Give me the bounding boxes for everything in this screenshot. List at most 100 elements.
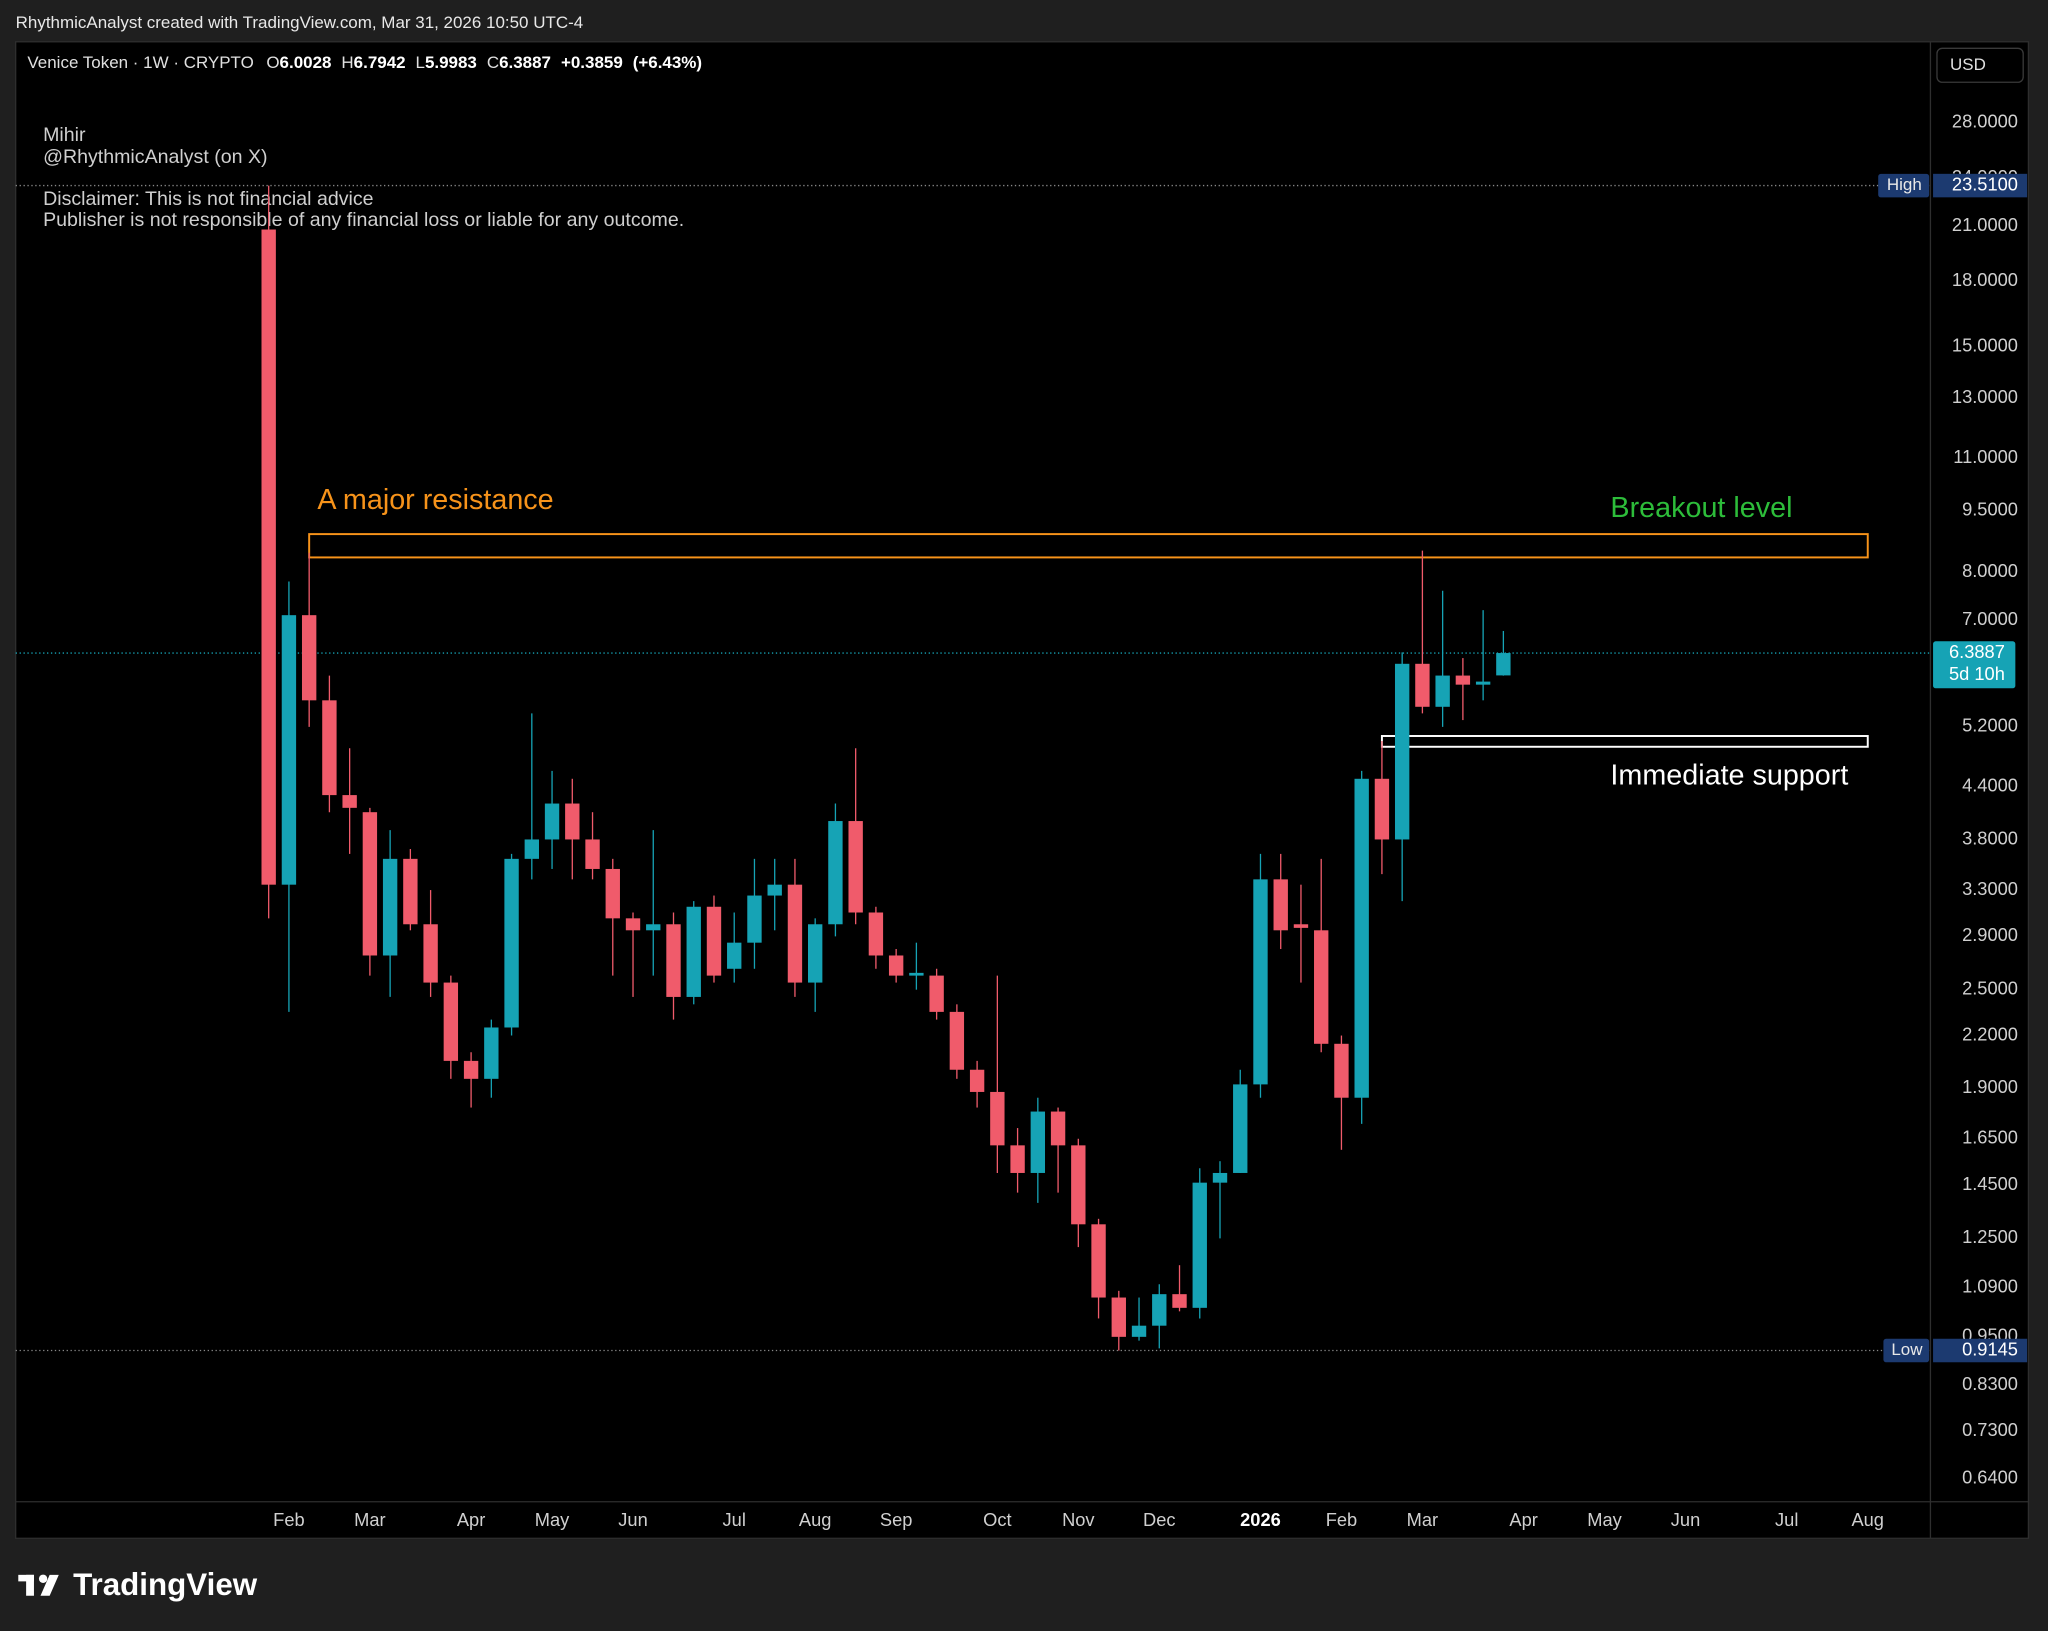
low-marker-box (1933, 1338, 2028, 1363)
annotation-label: Breakout level (1610, 492, 1792, 524)
x-tick-label: Nov (1062, 1509, 1095, 1530)
high-marker-value: 23.5100 (1952, 173, 2018, 194)
note: Publisher is not responsible of any fina… (43, 209, 684, 231)
x-tick-label: Jun (618, 1509, 647, 1530)
y-tick-label: 0.6400 (1962, 1466, 2018, 1487)
y-tick-label: 3.3000 (1962, 878, 2018, 899)
y-tick-label: 0.8300 (1962, 1373, 2018, 1394)
candle-body (342, 795, 357, 808)
close-value: 6.3887 (499, 53, 551, 72)
y-tick-label: 28.0000 (1952, 111, 2018, 132)
candle-body (1435, 675, 1450, 707)
candle-body (382, 858, 398, 956)
change: +0.3859 (561, 53, 623, 72)
last-price-box (1933, 641, 2016, 689)
candle-body (1071, 1145, 1086, 1225)
y-tick-label: 21.0000 (1952, 214, 2018, 235)
candle-body (1475, 681, 1491, 685)
candle-body (1111, 1297, 1126, 1337)
candle-body (1293, 924, 1309, 928)
high-marker-box (1933, 173, 2028, 198)
y-tick-label: 0.7300 (1962, 1419, 2018, 1440)
candle-body (1273, 879, 1288, 931)
candle-body (1334, 1043, 1349, 1098)
last-price-countdown: 5d 10h (1949, 663, 2005, 684)
candle-body (767, 884, 782, 896)
candle-body (1253, 879, 1268, 1085)
candle-body (666, 924, 681, 997)
note: Disclaimer: This is not financial advice (43, 188, 374, 210)
change-pct: (+6.43%) (633, 53, 702, 72)
candle-body (990, 1091, 1005, 1146)
y-tick-label: 18.0000 (1952, 269, 2018, 290)
y-tick-label: 2.2000 (1962, 1023, 2018, 1044)
candle-body (848, 821, 863, 913)
close-label: C (487, 53, 499, 72)
candle-body (909, 972, 924, 976)
candle-body (1030, 1111, 1046, 1173)
candle-body (1314, 930, 1329, 1044)
candle-body (625, 918, 641, 931)
currency-button[interactable] (1936, 47, 2024, 83)
x-tick-label: May (535, 1509, 570, 1530)
candle-body (605, 868, 620, 919)
candle-body (1192, 1182, 1207, 1308)
low-label: L (416, 53, 425, 72)
y-tick-label: 1.0900 (1962, 1275, 2018, 1296)
brand-name: TradingView (73, 1567, 258, 1602)
high-value: 6.7942 (354, 53, 406, 72)
candle-body (443, 982, 459, 1061)
resistance-zone (308, 533, 1869, 559)
candle-body (1374, 778, 1390, 840)
brand-logo (18, 1574, 59, 1596)
candle-body (585, 839, 600, 869)
x-tick-label: Aug (1851, 1509, 1884, 1530)
x-tick-label: Jul (1775, 1509, 1798, 1530)
y-tick-label: 13.0000 (1952, 386, 2018, 407)
x-tick-label: Feb (1326, 1509, 1357, 1530)
note: @RhythmicAnalyst (on X) (43, 146, 267, 168)
candle-body (888, 955, 904, 976)
y-tick-label: 2.9000 (1962, 924, 2018, 945)
x-tick-label: May (1587, 1509, 1622, 1530)
candle-body (1010, 1145, 1025, 1173)
candle-body (807, 924, 823, 983)
x-tick-label: Feb (273, 1509, 304, 1530)
candle-body (686, 906, 701, 997)
x-tick-label: Aug (799, 1509, 832, 1530)
y-tick-label: 5.2000 (1962, 715, 2018, 736)
open-label: O (266, 53, 279, 72)
y-tick-label: 15.0000 (1952, 335, 2018, 356)
y-tick-label: 11.0000 (1953, 446, 2018, 467)
candle-body (1455, 675, 1471, 685)
candle-body (868, 912, 884, 956)
x-tick-label: Jun (1671, 1509, 1700, 1530)
candle-body (565, 803, 580, 840)
x-tick-label: Oct (983, 1509, 1011, 1530)
x-tick-label: Mar (354, 1509, 385, 1530)
y-tick-label: 1.6500 (1962, 1127, 2018, 1148)
x-tick-label: Sep (880, 1509, 913, 1530)
candle-body (1354, 778, 1369, 1098)
symbol-title: Venice Token · 1W · CRYPTO (27, 53, 253, 72)
low-marker-value: 0.9145 (1962, 1338, 2018, 1359)
candle-body (322, 700, 337, 796)
candle-body (504, 858, 519, 1028)
x-tick-label: Apr (457, 1509, 485, 1530)
x-tick-label: Dec (1143, 1509, 1175, 1530)
candle-body (969, 1069, 985, 1092)
candle-body (544, 803, 560, 840)
candle-body (301, 615, 317, 701)
candle-body (949, 1011, 965, 1070)
chart-panel (15, 41, 2030, 1539)
currency[interactable]: USD (1950, 55, 1986, 74)
low-marker-label: Low (1891, 1340, 1923, 1359)
x-tick-label: 2026 (1240, 1509, 1281, 1530)
candle-body (1091, 1224, 1106, 1298)
candle-body (261, 229, 276, 885)
y-tick-label: 9.5000 (1962, 499, 2018, 520)
high-label: H (341, 53, 353, 72)
y-tick-label: 8.0000 (1962, 560, 2018, 581)
candle-body (828, 821, 843, 925)
